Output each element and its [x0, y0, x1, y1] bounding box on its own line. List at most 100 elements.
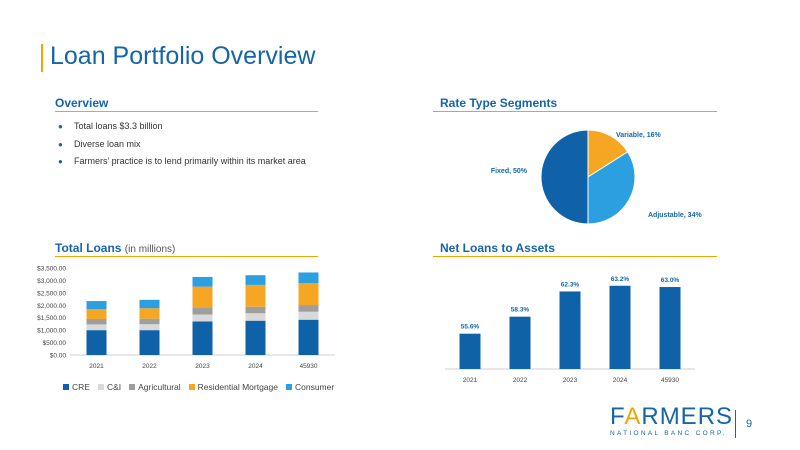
legend-swatch — [97, 384, 104, 390]
bar-segment — [139, 299, 160, 309]
y-tick-label: $1,000.00 — [37, 328, 66, 335]
bar-segment — [298, 311, 319, 320]
data-label: 63.0% — [661, 277, 680, 284]
legend-item: CRE — [63, 382, 90, 392]
legend-label: CRE — [72, 382, 90, 392]
bar-segment — [192, 314, 213, 322]
bar-segment — [298, 272, 319, 284]
bar-segment — [245, 284, 266, 307]
legend-item: Agricultural — [129, 382, 181, 392]
x-tick-label: 2021 — [89, 363, 104, 370]
x-tick-label: 2022 — [513, 377, 528, 384]
bar-segment — [192, 286, 213, 309]
pie-slice-variable — [587, 129, 629, 178]
bullet-icon: ● — [58, 122, 63, 131]
bar — [609, 285, 631, 369]
legend-swatch — [188, 384, 195, 390]
legend-label: Agricultural — [138, 382, 181, 392]
x-tick-label: 2024 — [248, 363, 263, 370]
x-tick-label: 2023 — [195, 363, 210, 370]
pie-slice-adjustable — [587, 151, 636, 225]
bar-segment — [192, 321, 213, 355]
bar-segment — [86, 301, 107, 310]
bullet-icon: ● — [58, 157, 63, 166]
rate-segments-heading: Rate Type Segments — [440, 96, 558, 110]
page-title: Loan Portfolio Overview — [50, 42, 316, 70]
data-label: 58.3% — [511, 307, 530, 314]
footer-divider — [735, 410, 736, 438]
total-loans-heading: Total Loans (in millions) — [55, 241, 175, 255]
bullet-text: Diverse loan mix — [74, 138, 141, 149]
bar-segment — [139, 308, 160, 319]
bullet-icon: ● — [58, 139, 63, 149]
y-tick-label: $3,000.00 — [37, 278, 66, 285]
farmers-logo: FARMERS NATIONAL BANC CORP. — [610, 403, 734, 438]
y-tick-label: $1,500.00 — [37, 315, 66, 322]
y-tick-label: $500.00 — [43, 340, 67, 347]
pie-label: Variable, 16% — [616, 132, 662, 139]
bar — [459, 333, 481, 369]
overview-heading: Overview — [55, 96, 109, 110]
rate-segments-rule — [433, 111, 717, 112]
bar-segment — [139, 318, 160, 325]
bullet-text: Farmers’ practice is to lend primarily w… — [74, 156, 306, 166]
legend-label: C&I — [106, 382, 122, 392]
overview-bullets: ● Total loans $3.3 billion ● Diverse loan … — [58, 118, 306, 171]
x-tick-label: 2021 — [463, 377, 478, 384]
net-loans-rule — [433, 256, 717, 257]
bar-segment — [192, 276, 213, 287]
data-label: 55.6% — [461, 324, 480, 331]
data-label: 63.2% — [611, 276, 630, 283]
net-loans-bar-chart: 55.6% 2021 58.3% 2022 62.3% 2023 63.2% 2024 63.0… — [445, 276, 695, 384]
legend-swatch — [285, 384, 292, 390]
x-tick-label: 45930 — [661, 377, 679, 384]
y-tick-label: $2,500.00 — [37, 290, 66, 297]
bar-segment — [139, 324, 160, 331]
legend-item: C&I — [97, 382, 122, 392]
x-tick-label: 2022 — [142, 363, 157, 370]
overview-rule — [55, 111, 318, 112]
bar-segment — [298, 305, 319, 312]
total-loans-rule — [55, 256, 318, 257]
pie-slice-fixed — [540, 129, 589, 225]
bar — [509, 316, 531, 369]
list-item: ● Diverse loan mix — [58, 136, 306, 154]
bar-segment — [86, 330, 107, 355]
total-loans-stacked-bar-chart: $0.00 $500.00 $1,000.00 $1,500.00 $2,000.00 $… — [37, 266, 335, 370]
x-tick-label: 2023 — [563, 377, 578, 384]
bar — [559, 291, 581, 369]
total-loans-heading-text: Total Loans — [55, 241, 122, 255]
bar-segment — [245, 306, 266, 314]
net-loans-heading: Net Loans to Assets — [440, 241, 555, 255]
y-tick-label: $3,500.00 — [37, 266, 66, 273]
legend-swatch — [129, 384, 136, 390]
x-tick-label: 2024 — [613, 377, 628, 384]
data-label: 62.3% — [561, 281, 580, 288]
title-accent-bar — [41, 44, 43, 72]
list-item: ● Total loans $3.3 billion — [58, 118, 306, 136]
total-loans-legend: CRE C&I Agricultural Residential Mortgage Co… — [63, 382, 334, 392]
y-tick-label: $0.00 — [50, 353, 67, 360]
bar-segment — [192, 308, 213, 315]
total-loans-subheading: (in millions) — [124, 244, 176, 255]
legend-swatch — [63, 384, 69, 390]
page-number: 9 — [746, 418, 753, 430]
bar-segment — [298, 319, 319, 355]
bar-segment — [245, 320, 266, 355]
x-tick-label: 45930 — [299, 363, 317, 370]
bar-segment — [245, 275, 266, 285]
legend-label: Consumer — [294, 382, 335, 392]
bar-segment — [139, 330, 160, 355]
bar-segment — [86, 309, 107, 319]
legend-label: Residential Mortgage — [197, 382, 278, 392]
logo-wordmark: FARMERS — [610, 403, 734, 430]
pie-label: Adjustable, 34% — [648, 212, 702, 219]
legend-item: Residential Mortgage — [188, 382, 278, 392]
list-item: ● Farmers’ practice is to lend primarily … — [58, 153, 306, 171]
pie-label: Fixed, 50% — [491, 168, 528, 175]
y-tick-label: $2,000.00 — [37, 303, 66, 310]
bar-segment — [86, 318, 107, 325]
rate-type-pie-chart: Variable, 16% Adjustable, 34% Fixed, 50% — [491, 129, 702, 225]
bullet-text: Total loans $3.3 billion — [74, 121, 163, 131]
legend-item: Consumer — [285, 382, 335, 392]
